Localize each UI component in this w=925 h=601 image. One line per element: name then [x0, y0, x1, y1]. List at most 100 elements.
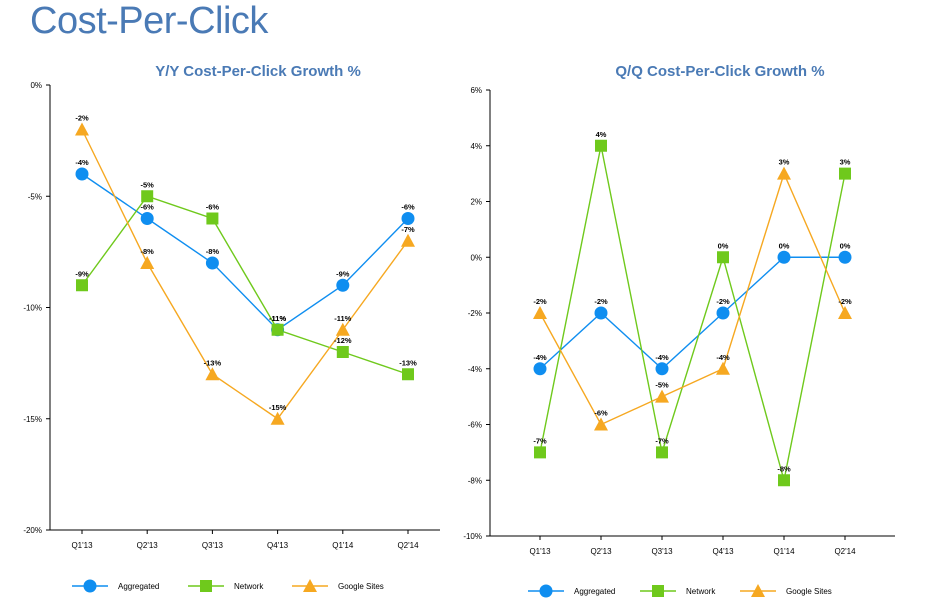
- x-tick-label: Q4'13: [712, 547, 734, 556]
- data-point-google-sites: [75, 122, 89, 136]
- y-tick-label: 0%: [470, 253, 482, 262]
- data-point-google-sites: [335, 322, 350, 336]
- chart-title: Q/Q Cost-Per-Click Growth %: [615, 63, 824, 80]
- y-tick-label: -2%: [468, 309, 482, 318]
- legend-marker-network: [652, 585, 664, 597]
- y-tick-label: 4%: [470, 142, 482, 151]
- data-point-google-sites: [594, 417, 608, 431]
- data-label-network: 0%: [718, 241, 729, 250]
- series-line-google-sites: [81, 129, 409, 420]
- data-point-network: [595, 139, 607, 152]
- data-point-network: [206, 212, 219, 225]
- data-label-aggregated: -9%: [336, 269, 350, 278]
- data-label-aggregated: -4%: [655, 353, 669, 362]
- chart-2: Q/Q Cost-Per-Click Growth % 6% 4% 2% 0% -2% -4…: [463, 63, 895, 598]
- x-tick-label: Q2'14: [834, 547, 856, 556]
- x-tick-label: Q3'13: [202, 541, 224, 550]
- y-tick-label: -5%: [28, 192, 42, 201]
- data-label-aggregated: 0%: [779, 241, 790, 250]
- y-tick-label: -4%: [468, 365, 482, 374]
- data-point-network: [76, 279, 88, 292]
- x-tick-label: Q2'13: [137, 541, 159, 550]
- data-label-network: -12%: [334, 336, 352, 345]
- legend-label-aggregated: Aggregated: [574, 587, 615, 596]
- y-tick-label: 0%: [30, 81, 42, 90]
- data-point-network: [141, 190, 154, 203]
- y-tick-label: -10%: [23, 304, 42, 313]
- series-line-network: [81, 195, 409, 375]
- chart-1: Y/Y Cost-Per-Click Growth % 0% -5% -10% -15%…: [23, 63, 440, 593]
- y-tick-label: 6%: [470, 86, 482, 95]
- data-label-network: -8%: [777, 464, 791, 473]
- data-point-aggregated: [655, 362, 669, 376]
- data-label-aggregated: -11%: [269, 314, 286, 323]
- data-label-aggregated: -2%: [594, 297, 608, 306]
- data-point-google-sites: [205, 367, 220, 381]
- data-point-google-sites: [777, 166, 791, 180]
- y-tick-label: -8%: [468, 476, 482, 485]
- data-label-aggregated: -2%: [716, 297, 730, 306]
- data-label-google-sites: -4%: [716, 353, 730, 362]
- y-tick-label: -6%: [468, 421, 482, 430]
- page-title: Cost-Per-Click: [30, 0, 268, 42]
- series-line-aggregated: [539, 256, 845, 370]
- x-tick-label: Q1'13: [529, 547, 551, 556]
- legend-label-google-sites: Google Sites: [338, 582, 384, 591]
- chart-title: Y/Y Cost-Per-Click Growth %: [155, 63, 361, 80]
- legend-label-aggregated: Aggregated: [118, 582, 159, 591]
- legend-marker-network: [200, 580, 212, 592]
- data-point-google-sites: [838, 306, 852, 319]
- data-label-aggregated: -6%: [401, 203, 415, 212]
- data-label-google-sites: -8%: [141, 247, 155, 256]
- data-point-google-sites: [270, 411, 285, 425]
- legend-label-network: Network: [234, 582, 264, 591]
- data-label-google-sites: -13%: [204, 358, 222, 367]
- data-label-aggregated: 0%: [840, 241, 851, 250]
- legend-marker-aggregated: [539, 584, 553, 598]
- data-point-aggregated: [336, 278, 350, 292]
- data-point-network: [839, 167, 851, 180]
- series-line-google-sites: [539, 171, 846, 426]
- data-label-aggregated: -4%: [533, 353, 547, 362]
- data-label-google-sites: -7%: [401, 225, 415, 234]
- x-tick-label: Q1'13: [71, 541, 93, 550]
- data-point-aggregated: [716, 306, 730, 320]
- data-label-google-sites: -2%: [838, 297, 852, 306]
- data-point-aggregated: [401, 212, 415, 225]
- data-label-google-sites: -5%: [655, 381, 669, 390]
- data-label-network: -6%: [206, 203, 220, 212]
- data-label-google-sites: -15%: [269, 403, 287, 412]
- data-label-google-sites: -6%: [594, 409, 608, 418]
- data-point-network: [402, 368, 414, 381]
- data-label-google-sites: 3%: [779, 158, 790, 167]
- data-label-network: 3%: [840, 158, 851, 167]
- data-point-network: [271, 323, 284, 336]
- series-line-network: [539, 145, 846, 481]
- data-point-aggregated: [594, 306, 608, 320]
- data-label-network: -9%: [75, 269, 89, 278]
- legend-marker-google-sites: [751, 584, 765, 597]
- data-label-network: -5%: [141, 180, 155, 189]
- data-label-google-sites: -2%: [533, 297, 547, 306]
- x-tick-label: Q2'14: [397, 541, 419, 550]
- data-point-aggregated: [140, 212, 154, 225]
- legend-marker-google-sites: [303, 579, 317, 592]
- data-point-google-sites: [140, 256, 155, 269]
- y-tick-label: -10%: [463, 532, 482, 541]
- data-point-google-sites: [533, 306, 547, 319]
- legend-label-google-sites: Google Sites: [786, 587, 832, 596]
- data-label-aggregated: -6%: [141, 203, 155, 212]
- data-label-network: -11%: [269, 314, 286, 323]
- data-point-aggregated: [75, 167, 89, 181]
- data-point-network: [656, 446, 668, 459]
- y-tick-label: -20%: [23, 526, 42, 535]
- data-label-aggregated: -8%: [206, 247, 220, 256]
- legend-label-network: Network: [686, 587, 716, 596]
- y-tick-label: -15%: [23, 415, 42, 424]
- y-tick-label: 2%: [470, 198, 482, 207]
- x-tick-label: Q1'14: [773, 547, 795, 556]
- data-label-network: -7%: [655, 436, 669, 445]
- data-point-aggregated: [838, 250, 852, 264]
- data-label-network: -7%: [533, 436, 547, 445]
